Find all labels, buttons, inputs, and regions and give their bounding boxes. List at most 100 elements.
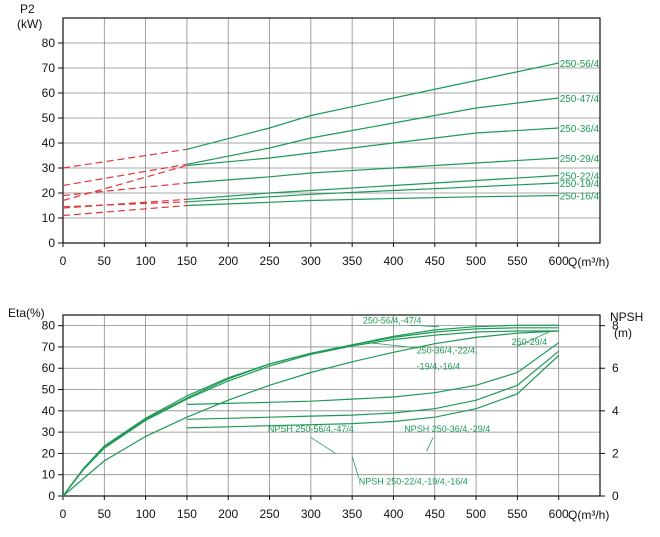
power-tick-label-y: 30: [42, 161, 56, 175]
power-series-label: 250-36/4: [560, 124, 600, 135]
eff-tick-label-x: 300: [301, 507, 321, 521]
eff-tick-label-x: 450: [425, 507, 445, 521]
power-tick-label-y: 80: [42, 36, 56, 50]
curve-annotation: NPSH 250-56/4,-47/4: [268, 424, 354, 434]
power-y-axis-label: P2: [20, 2, 35, 16]
power-curve: [186, 174, 559, 200]
power-curve-extrapolated: [62, 204, 187, 217]
npsh-y-axis-label: NPSH: [610, 310, 643, 324]
curve-annotation: 250-56/4,-47/4: [363, 316, 422, 326]
power-curve: [186, 127, 559, 167]
eff-tick-label-x: 150: [177, 507, 197, 521]
eff-x-axis-label: Q(m³/h): [568, 508, 609, 522]
curve-annotation: NPSH 250-36/4,-29/4: [404, 424, 490, 434]
eff-tick-label-x: 400: [383, 507, 403, 521]
npsh-tick-label-y: 6: [612, 361, 619, 375]
power-curve: [186, 62, 559, 150]
power-tick-label-x: 150: [177, 254, 197, 268]
eff-tick-label-x: 600: [549, 507, 569, 521]
npsh-curve: [186, 355, 560, 429]
efficiency-npsh-chart: 0 50 100 150 200 250 300 350 400 450 500 550 6000102…: [8, 306, 643, 522]
eff-tick-label-y: 70: [42, 340, 56, 354]
eff-tick-label-x: 50: [98, 507, 112, 521]
npsh-curve: [186, 350, 560, 420]
power-tick-label-x: 500: [466, 254, 486, 268]
power-series-label: 250-16/4: [560, 192, 600, 203]
power-curve-extrapolated: [62, 148, 187, 169]
curve-annotation: -19/4,-16/4: [417, 361, 461, 371]
curve-annotation: 250-29/4: [512, 337, 548, 347]
annotation-leader: [426, 437, 434, 452]
power-tick-label-x: 100: [136, 254, 156, 268]
npsh-tick-label-y: 4: [612, 404, 619, 418]
power-series-label: 250-22/4: [560, 172, 600, 183]
power-curve-extrapolated: [62, 201, 187, 208]
power-series-label: 250-19/4: [560, 179, 600, 190]
npsh-tick-label-y: 2: [612, 446, 619, 460]
power-curve-extrapolated: [62, 164, 188, 202]
power-tick-label-x: 0: [60, 254, 67, 268]
power-tick-label-x: 450: [425, 254, 445, 268]
power-tick-label-y: 50: [42, 111, 56, 125]
power-curve: [186, 182, 559, 203]
power-chart: 0 50 100 150 200 250 300 350 400 450 500 550 600 0 10 2…: [17, 2, 609, 269]
npsh-curve: [186, 342, 560, 405]
annotation-leader: [515, 331, 551, 348]
power-x-axis-label: Q(m³/h): [568, 255, 609, 269]
power-tick-label-x: 600: [549, 254, 569, 268]
eff-tick-label-y: 20: [42, 446, 56, 460]
power-curve-extrapolated: [62, 198, 187, 209]
eff-tick-label-y: 50: [42, 383, 56, 397]
npsh-tick-label-y: 0: [612, 489, 619, 503]
eff-tick-label-x: 100: [136, 507, 156, 521]
eff-tick-label-y: 80: [42, 319, 56, 333]
eff-tick-label-y: 30: [42, 425, 56, 439]
power-tick-label-y: 60: [42, 86, 56, 100]
power-tick-label-y: 70: [42, 61, 56, 75]
annotation-leader: [409, 324, 439, 328]
power-series-label: 250-47/4: [560, 94, 600, 105]
power-tick-label-x: 50: [98, 254, 112, 268]
power-tick-label-y: 0: [48, 236, 55, 250]
eff-tick-label-x: 350: [342, 507, 362, 521]
eff-tick-label-x: 550: [507, 507, 527, 521]
power-series-label: 250-29/4: [560, 154, 600, 165]
power-tick-label-x: 250: [260, 254, 280, 268]
eff-tick-label-y: 60: [42, 361, 56, 375]
power-tick-label-x: 400: [383, 254, 403, 268]
annotation-leader: [368, 342, 419, 349]
efficiency-curve: [62, 327, 559, 497]
efficiency-curve: [62, 330, 559, 497]
power-tick-label-x: 200: [218, 254, 238, 268]
power-tick-label-y: 20: [42, 186, 56, 200]
power-tick-label-y: 10: [42, 211, 56, 225]
eff-tick-label-y: 0: [48, 489, 55, 503]
power-tick-label-x: 550: [507, 254, 527, 268]
power-tick-label-x: 300: [301, 254, 321, 268]
efficiency-curve: [62, 330, 559, 497]
power-curve-extrapolated: [62, 182, 187, 197]
curve-annotation: 250-36/4,-22/4,: [417, 345, 478, 355]
power-curve-extrapolated: [62, 163, 188, 187]
power-tick-label-y: 40: [42, 136, 56, 150]
eff-tick-label-x: 200: [218, 507, 238, 521]
eff-tick-label-y: 10: [42, 468, 56, 482]
curve-annotation: NPSH 250-22/4,-19/4,-16/4: [359, 476, 468, 486]
power-curve: [186, 97, 559, 165]
npsh-tick-label-y: 8: [612, 319, 619, 333]
power-y-axis-unit: (kW): [17, 17, 42, 31]
power-tick-label-x: 350: [342, 254, 362, 268]
power-curve: [186, 194, 559, 207]
power-plot-frame: [62, 17, 601, 244]
eff-plot-frame: [62, 314, 601, 497]
eff-tick-label-x: 250: [260, 507, 280, 521]
eff-tick-label-y: 40: [42, 404, 56, 418]
npsh-y-axis-unit: (m): [614, 326, 632, 340]
annotation-leader: [351, 456, 360, 479]
eff-tick-label-x: 0: [60, 507, 67, 521]
annotation-leader: [310, 437, 336, 454]
power-curve: [186, 157, 559, 184]
power-series-label: 250-56/4: [560, 59, 600, 70]
